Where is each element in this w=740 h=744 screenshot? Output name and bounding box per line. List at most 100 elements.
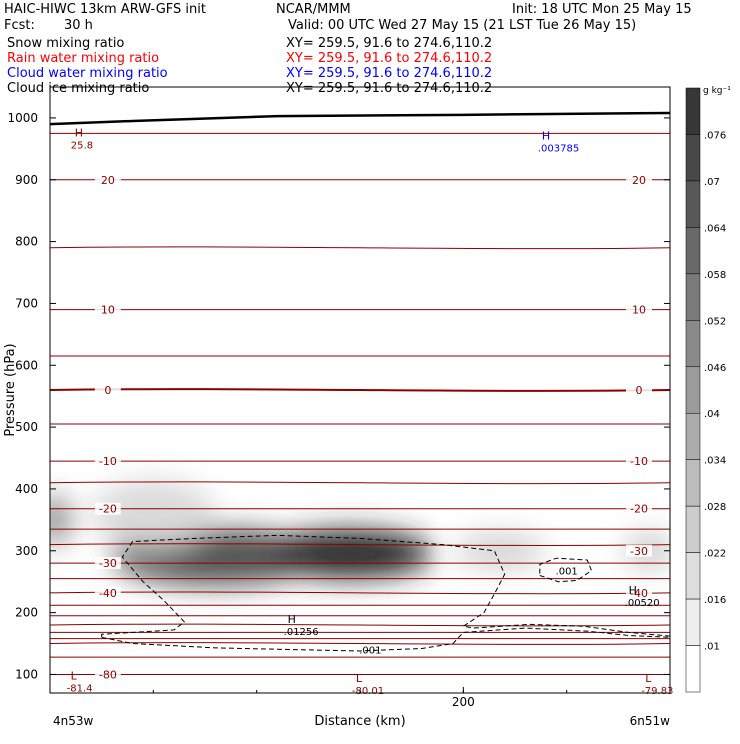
isotherm-label: -20: [99, 503, 117, 516]
isotherm-label-right: 0: [636, 384, 643, 397]
y-tick-label: 900: [15, 173, 38, 187]
colorbar-label: .046: [704, 363, 726, 374]
isotherm-label: -10: [99, 455, 117, 468]
temperature-isotherm: [50, 604, 670, 607]
snow-blob: [267, 530, 433, 578]
extremum-value: -79.83: [641, 686, 673, 697]
isotherm-label-right: -20: [630, 503, 648, 516]
colorbar-label: .034: [704, 456, 726, 467]
temperature-isotherm: [50, 543, 670, 546]
cloud-ice-contours: .001 .001: [101, 534, 670, 657]
cloud-ice-contour-small: [539, 557, 593, 583]
field-name: Rain water mixing ratio: [7, 51, 159, 66]
colorbar-label: .076: [704, 130, 726, 141]
extremum-mark: L: [71, 669, 78, 682]
temperature-isotherm: [50, 246, 670, 250]
temperature-isotherm: [50, 656, 670, 659]
temperature-isotherm: [50, 562, 670, 565]
x-tick-label: 200: [452, 695, 475, 709]
extremum-value: -80.01: [352, 686, 384, 697]
temperature-isotherm: [50, 132, 670, 135]
temperature-isotherm: [50, 507, 670, 510]
extremum-value: .01256: [284, 627, 319, 638]
field-name: Cloud water mixing ratio: [7, 66, 168, 81]
field-xy: XY= 259.5, 91.6 to 274.6,110.2: [286, 81, 492, 96]
isotherm-label: -30: [99, 557, 117, 570]
colorbar-swatch: [685, 180, 701, 228]
isotherm-label: 20: [101, 174, 115, 187]
colorbar-swatch: [685, 134, 701, 182]
isotherm-label-bg: [626, 455, 652, 468]
temperature-isotherm: [50, 481, 670, 485]
valid-time: Valid: 00 UTC Wed 27 May 15 (21 LST Tue …: [288, 18, 636, 33]
isotherm-label-bg: [626, 173, 652, 186]
y-tick-label: 400: [15, 482, 38, 496]
y-tick-label: 500: [15, 420, 38, 434]
cloud-ice-contour: [101, 534, 670, 652]
x-axis-label: Distance (km): [314, 714, 405, 729]
extremum-mark: L: [645, 672, 652, 685]
snow-blob: [455, 532, 546, 570]
isotherm-label-bg: [94, 668, 121, 681]
isotherm-label-bg: [94, 303, 121, 316]
fcst-value: 30 h: [64, 18, 93, 33]
isotherm-label-bg: [626, 384, 652, 396]
colorbar-label: .052: [704, 316, 726, 327]
extremum-mark: L: [356, 672, 363, 685]
snow-blob: [91, 479, 216, 548]
isotherm-label-bg: [626, 544, 652, 557]
colorbar-swatch: [685, 366, 701, 414]
extremum-mark: H: [288, 613, 296, 626]
colorbar-swatch: [685, 273, 701, 321]
colorbar-swatch: [685, 459, 701, 507]
isotherm-label-bg: [94, 173, 121, 186]
isotherm-label-right: 10: [632, 304, 646, 317]
colorbar-swatch: [685, 320, 701, 368]
isotherm-label-bg: [94, 455, 121, 468]
isotherm-label-bg: [626, 502, 652, 515]
x-endpoint-left: 4n53w: [53, 714, 94, 728]
field-name: Cloud ice mixing ratio: [7, 81, 149, 96]
isotherm-label-bg: [626, 303, 652, 316]
colorbar-label: .04: [704, 409, 720, 420]
isotherm-label-right: -30: [630, 545, 648, 558]
colorbar-swatch: [685, 552, 701, 600]
colorbar-swatch: [685, 87, 701, 135]
colorbar: .076 .07 .064 .058 .052 .046 .04 .034 .028 .022 .0…: [685, 86, 731, 693]
snow-shading: [50, 479, 670, 585]
field-name: Snow mixing ratio: [7, 36, 124, 51]
field-legend: Snow mixing ratio XY= 259.5, 91.6 to 274.…: [7, 36, 492, 96]
colorbar-unit: g kg⁻¹: [703, 86, 731, 96]
temperature-isotherm: [50, 642, 670, 645]
extremum-mark: H: [542, 130, 550, 143]
isotherm-label-right: -40: [630, 587, 648, 600]
colorbar-label: .064: [704, 223, 726, 234]
colorbar-label: .01: [704, 642, 720, 653]
extremum-value: .00520: [625, 598, 660, 609]
colorbar-swatch: [685, 227, 701, 275]
y-tick-label: 1000: [7, 111, 38, 125]
isotherm-label-bg: [94, 384, 121, 396]
colorbar-label: .016: [704, 595, 726, 606]
colorbar-label: .07: [704, 177, 720, 188]
temperature-contours: -80 -40 -30 -20 -10 0 10 20: [50, 132, 670, 681]
y-tick-label: 300: [15, 544, 38, 558]
fcst-label: Fcst:: [4, 18, 35, 33]
snow-blobs: [50, 479, 670, 585]
colorbar-swatch: [685, 645, 701, 693]
isotherm-label-bg: [94, 586, 121, 599]
colorbar-label: .028: [704, 502, 726, 513]
extrema-labels: -40-30-20-1001020L-81.4L-80.01L-79.83H.0…: [67, 126, 674, 696]
extremum-mark: H: [75, 126, 83, 139]
field-xy: XY= 259.5, 91.6 to 274.6,110.2: [286, 51, 492, 66]
colorbar-swatch: [685, 412, 701, 460]
temperature-isotherm: [50, 388, 670, 392]
isotherm-label: -40: [99, 587, 117, 600]
extremum-value: -81.4: [67, 683, 93, 694]
isotherm-label-bg: [94, 557, 121, 570]
x-endpoint-right: 6n51w: [630, 714, 671, 728]
temperature-isotherm: [50, 623, 670, 627]
